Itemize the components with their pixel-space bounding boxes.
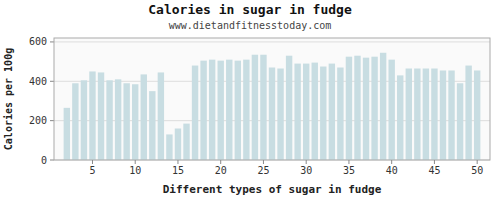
subtitle: www.dietandfitnesstoday.com bbox=[169, 20, 332, 31]
bar bbox=[371, 57, 377, 160]
bar bbox=[294, 64, 300, 160]
bar bbox=[260, 55, 266, 160]
bar bbox=[286, 56, 292, 160]
bar bbox=[380, 53, 386, 160]
bar bbox=[115, 79, 121, 160]
bar bbox=[465, 66, 471, 160]
bar bbox=[388, 60, 394, 160]
bar bbox=[457, 83, 463, 160]
bar bbox=[149, 91, 155, 160]
bar bbox=[218, 61, 224, 160]
bar bbox=[440, 70, 446, 160]
bar bbox=[406, 69, 412, 161]
bar bbox=[158, 72, 164, 160]
x-tick-label: 25 bbox=[257, 165, 269, 176]
x-tick-label: 30 bbox=[300, 165, 312, 176]
chart-container: 0 200 400 600 5 10 15 20 25 30 35 40 45 50 Different t… bbox=[0, 0, 500, 200]
bar bbox=[431, 69, 437, 161]
x-tick bbox=[135, 160, 136, 164]
bar bbox=[141, 74, 147, 160]
grid-line bbox=[54, 41, 490, 42]
plot-frame bbox=[54, 38, 490, 160]
y-tick-label: 200 bbox=[29, 115, 47, 126]
x-tick bbox=[263, 160, 264, 164]
bar bbox=[414, 69, 420, 161]
bar bbox=[192, 66, 198, 160]
x-axis-label: Different types of sugar in fudge bbox=[163, 183, 382, 196]
x-tick-label: 15 bbox=[172, 165, 184, 176]
y-tick-label: 400 bbox=[29, 76, 47, 87]
bar bbox=[166, 134, 172, 160]
bar bbox=[346, 57, 352, 160]
bar bbox=[337, 68, 343, 160]
x-tick bbox=[477, 160, 478, 164]
x-tick bbox=[391, 160, 392, 164]
y-tick bbox=[50, 81, 54, 82]
x-tick-label: 10 bbox=[129, 165, 141, 176]
y-tick bbox=[50, 160, 54, 161]
bar bbox=[320, 67, 326, 160]
bar bbox=[448, 70, 454, 160]
bar bbox=[329, 64, 335, 160]
chart: 0 200 400 600 5 10 15 20 25 30 35 40 45 50 Different t… bbox=[0, 0, 500, 200]
x-tick-label: 45 bbox=[428, 165, 440, 176]
y-axis-label: Calories per 100g bbox=[3, 48, 14, 150]
x-tick-label: 5 bbox=[89, 165, 95, 176]
bar bbox=[354, 56, 360, 160]
bar bbox=[132, 84, 138, 160]
bar bbox=[89, 71, 95, 160]
bar bbox=[72, 83, 78, 160]
x-tick bbox=[348, 160, 349, 164]
bar bbox=[98, 72, 104, 160]
bar bbox=[175, 129, 181, 160]
bar bbox=[209, 60, 215, 160]
x-tick bbox=[306, 160, 307, 164]
y-tick-label: 0 bbox=[41, 155, 47, 166]
bar bbox=[226, 60, 232, 160]
bar bbox=[243, 60, 249, 160]
y-tick bbox=[50, 120, 54, 121]
bar bbox=[277, 69, 283, 161]
x-tick bbox=[220, 160, 221, 164]
title: Calories in sugar in fudge bbox=[148, 2, 352, 17]
bars bbox=[64, 53, 481, 160]
bar bbox=[106, 80, 112, 160]
bar bbox=[363, 58, 369, 160]
bar bbox=[123, 83, 129, 160]
x-tick bbox=[92, 160, 93, 164]
bar bbox=[64, 108, 70, 160]
plot-background bbox=[54, 38, 490, 160]
bar bbox=[252, 55, 258, 160]
x-tick-label: 35 bbox=[343, 165, 355, 176]
bar bbox=[183, 124, 189, 160]
y-tick bbox=[50, 41, 54, 42]
bar bbox=[312, 63, 318, 160]
x-tick-label: 40 bbox=[386, 165, 398, 176]
x-tick bbox=[177, 160, 178, 164]
x-tick bbox=[434, 160, 435, 164]
x-tick-label: 20 bbox=[215, 165, 227, 176]
bar bbox=[474, 70, 480, 160]
bar bbox=[269, 68, 275, 160]
bar bbox=[423, 69, 429, 161]
y-tick-label: 600 bbox=[29, 36, 47, 47]
bar bbox=[397, 75, 403, 160]
bar bbox=[303, 64, 309, 160]
bar bbox=[235, 61, 241, 160]
bar bbox=[81, 80, 87, 160]
x-tick-label: 50 bbox=[471, 165, 483, 176]
bar bbox=[200, 61, 206, 160]
